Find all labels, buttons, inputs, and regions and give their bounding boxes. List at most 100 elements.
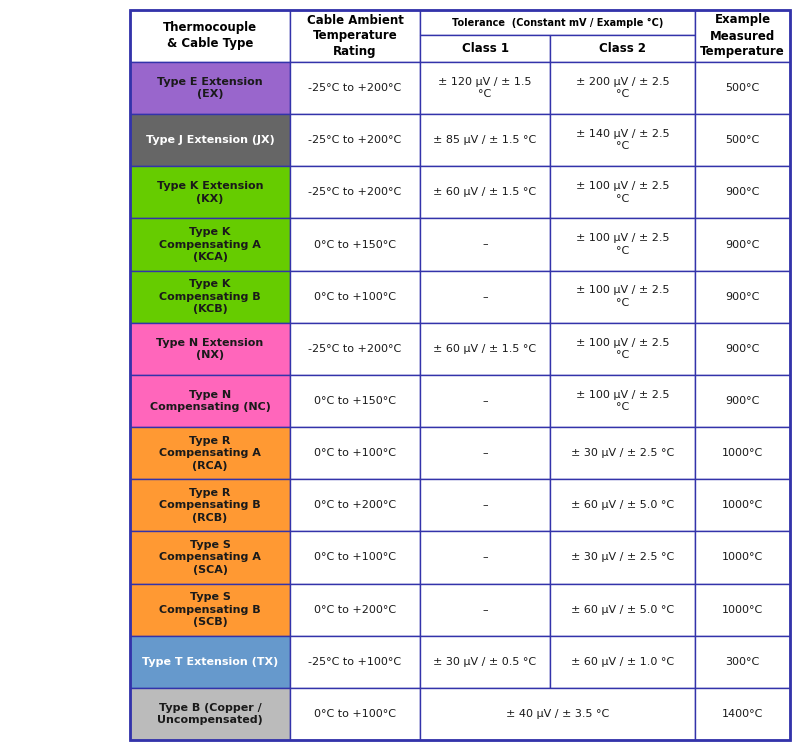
Text: -25°C to +200°C: -25°C to +200°C	[308, 188, 402, 197]
Text: 900°C: 900°C	[726, 344, 760, 354]
Text: ± 140 µV / ± 2.5
°C: ± 140 µV / ± 2.5 °C	[576, 129, 670, 152]
Bar	[550, 218, 695, 271]
Text: 900°C: 900°C	[726, 188, 760, 197]
Bar	[695, 271, 790, 322]
Text: ± 60 µV / ± 5.0 °C: ± 60 µV / ± 5.0 °C	[571, 500, 674, 510]
Bar	[420, 322, 550, 375]
Text: -25°C to +200°C: -25°C to +200°C	[308, 135, 402, 146]
Bar	[290, 218, 420, 271]
Bar	[550, 271, 695, 322]
Text: Type K
Compensating A
(KCA): Type K Compensating A (KCA)	[159, 227, 261, 262]
Text: 0°C to +200°C: 0°C to +200°C	[314, 500, 396, 510]
Bar	[130, 636, 290, 688]
Bar	[420, 636, 550, 688]
Text: 500°C: 500°C	[726, 135, 760, 146]
Bar	[550, 532, 695, 584]
Bar	[420, 35, 550, 62]
Bar	[130, 688, 290, 740]
Bar	[290, 322, 420, 375]
Text: ± 60 µV / ± 1.0 °C: ± 60 µV / ± 1.0 °C	[571, 657, 674, 667]
Text: Tolerance  (Constant mV / Example °C): Tolerance (Constant mV / Example °C)	[452, 17, 663, 28]
Bar	[130, 218, 290, 271]
Text: Type T Extension (TX): Type T Extension (TX)	[142, 657, 278, 667]
Bar	[420, 688, 695, 740]
Bar	[420, 62, 550, 114]
Text: 0°C to +150°C: 0°C to +150°C	[314, 396, 396, 406]
Bar	[290, 62, 420, 114]
Text: –: –	[482, 448, 488, 458]
Text: -25°C to +100°C: -25°C to +100°C	[309, 657, 402, 667]
Text: 1000°C: 1000°C	[722, 448, 763, 458]
Bar	[695, 427, 790, 479]
Text: 0°C to +100°C: 0°C to +100°C	[314, 448, 396, 458]
Text: Class 1: Class 1	[462, 42, 509, 55]
Text: ± 100 µV / ± 2.5
°C: ± 100 µV / ± 2.5 °C	[576, 233, 670, 256]
Text: –: –	[482, 604, 488, 614]
Text: Type B (Copper /
Uncompensated): Type B (Copper / Uncompensated)	[157, 703, 263, 725]
Bar	[130, 62, 290, 114]
Bar	[420, 10, 695, 35]
Text: Cable Ambient
Temperature
Rating: Cable Ambient Temperature Rating	[306, 13, 403, 58]
Text: –: –	[482, 500, 488, 510]
Bar	[130, 114, 290, 166]
Bar	[290, 636, 420, 688]
Text: Example
Measured
Temperature: Example Measured Temperature	[700, 13, 785, 58]
Bar	[420, 479, 550, 532]
Bar	[550, 114, 695, 166]
Bar	[290, 427, 420, 479]
Bar	[695, 688, 790, 740]
Text: ± 120 µV / ± 1.5
°C: ± 120 µV / ± 1.5 °C	[438, 77, 532, 99]
Bar	[290, 532, 420, 584]
Text: 900°C: 900°C	[726, 396, 760, 406]
Bar	[290, 10, 420, 62]
Text: –: –	[482, 292, 488, 302]
Bar	[550, 322, 695, 375]
Bar	[695, 479, 790, 532]
Bar	[550, 166, 695, 218]
Bar	[130, 375, 290, 427]
Text: –: –	[482, 239, 488, 250]
Text: 0°C to +100°C: 0°C to +100°C	[314, 292, 396, 302]
Text: 1000°C: 1000°C	[722, 553, 763, 562]
Bar	[130, 271, 290, 322]
Bar	[420, 584, 550, 636]
Bar	[290, 166, 420, 218]
Bar	[550, 427, 695, 479]
Text: ± 85 µV / ± 1.5 °C: ± 85 µV / ± 1.5 °C	[434, 135, 537, 146]
Text: -25°C to +200°C: -25°C to +200°C	[308, 344, 402, 354]
Text: ± 60 µV / ± 1.5 °C: ± 60 µV / ± 1.5 °C	[434, 188, 537, 197]
Bar	[290, 375, 420, 427]
Text: 0°C to +100°C: 0°C to +100°C	[314, 553, 396, 562]
Bar	[695, 532, 790, 584]
Bar	[550, 479, 695, 532]
Text: 0°C to +200°C: 0°C to +200°C	[314, 604, 396, 614]
Bar	[420, 114, 550, 166]
Text: 0°C to +100°C: 0°C to +100°C	[314, 709, 396, 719]
Bar	[550, 636, 695, 688]
Bar	[130, 427, 290, 479]
Bar	[130, 479, 290, 532]
Bar	[290, 584, 420, 636]
Text: 300°C: 300°C	[726, 657, 760, 667]
Text: ± 30 µV / ± 0.5 °C: ± 30 µV / ± 0.5 °C	[434, 657, 537, 667]
Text: 500°C: 500°C	[726, 83, 760, 93]
Text: –: –	[482, 396, 488, 406]
Text: 1400°C: 1400°C	[722, 709, 763, 719]
Bar	[420, 375, 550, 427]
Text: Type K Extension
(KX): Type K Extension (KX)	[157, 182, 263, 203]
Bar	[130, 322, 290, 375]
Bar	[420, 218, 550, 271]
Bar	[130, 532, 290, 584]
Bar	[695, 218, 790, 271]
Text: ± 100 µV / ± 2.5
°C: ± 100 µV / ± 2.5 °C	[576, 286, 670, 308]
Text: Type R
Compensating A
(RCA): Type R Compensating A (RCA)	[159, 436, 261, 470]
Text: ± 30 µV / ± 2.5 °C: ± 30 µV / ± 2.5 °C	[571, 448, 674, 458]
Text: Type R
Compensating B
(RCB): Type R Compensating B (RCB)	[159, 488, 261, 523]
Text: ± 60 µV / ± 1.5 °C: ± 60 µV / ± 1.5 °C	[434, 344, 537, 354]
Bar	[550, 375, 695, 427]
Text: ± 60 µV / ± 5.0 °C: ± 60 µV / ± 5.0 °C	[571, 604, 674, 614]
Text: ± 100 µV / ± 2.5
°C: ± 100 µV / ± 2.5 °C	[576, 182, 670, 203]
Text: Type E Extension
(EX): Type E Extension (EX)	[157, 77, 263, 99]
Text: ± 30 µV / ± 2.5 °C: ± 30 µV / ± 2.5 °C	[571, 553, 674, 562]
Text: 0°C to +150°C: 0°C to +150°C	[314, 239, 396, 250]
